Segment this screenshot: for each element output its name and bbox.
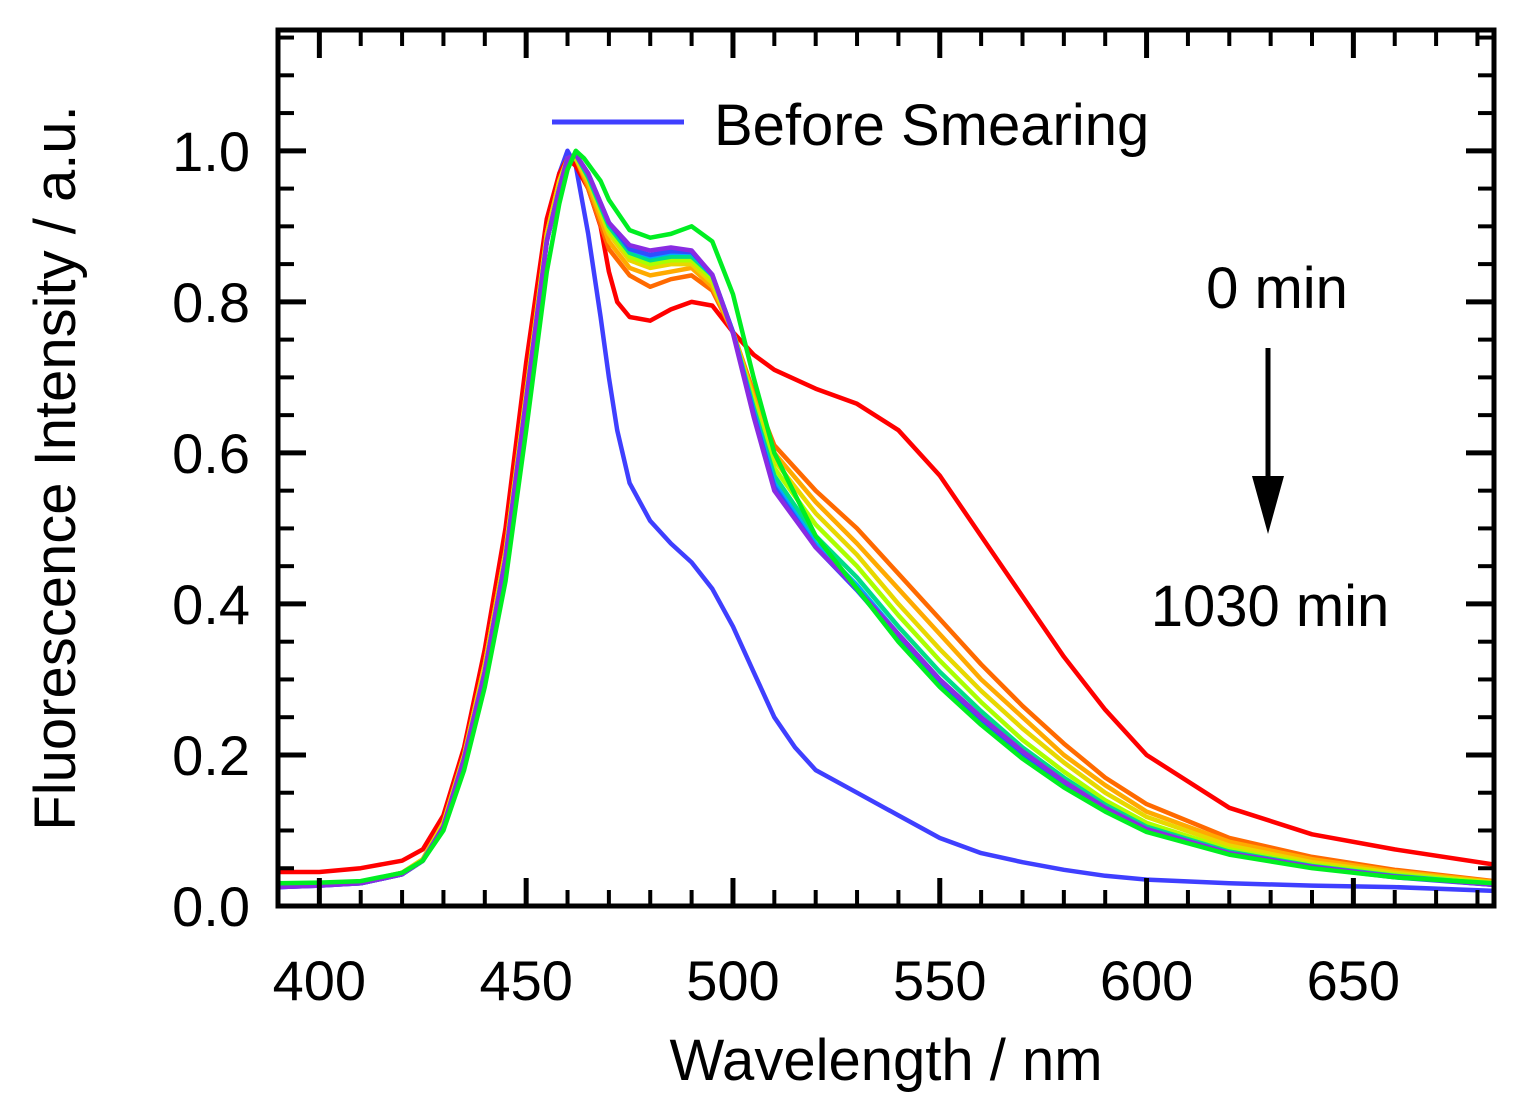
series-line-10 xyxy=(278,148,1494,886)
y-tick-label-4: 0.8 xyxy=(172,271,250,334)
end-time-label: 1030 min xyxy=(1151,574,1390,639)
y-tick-label-3: 0.6 xyxy=(172,422,250,485)
x-tick-label-400: 400 xyxy=(273,949,366,1012)
y-tick-label-0: 0.0 xyxy=(172,875,250,938)
tick-labels-layer: 400 450 500 550 600 650 0.0 0.2 0.4 0.6 0.8 1.0 xyxy=(172,120,1400,1012)
x-axis-title: Wavelength / nm xyxy=(669,1028,1102,1093)
y-tick-label-2: 0.4 xyxy=(172,573,250,636)
y-tick-label-1: 0.2 xyxy=(172,724,250,787)
time-arrow-head xyxy=(1252,476,1284,534)
series-line-9 xyxy=(278,152,1494,890)
x-tick-label-500: 500 xyxy=(686,949,779,1012)
ticks-layer xyxy=(276,30,1494,909)
x-tick-label-600: 600 xyxy=(1100,949,1193,1012)
y-tick-label-5: 1.0 xyxy=(172,120,250,183)
series-layer xyxy=(278,148,1494,894)
time-annotation: 0 min 1030 min xyxy=(1151,256,1390,639)
x-tick-label-550: 550 xyxy=(893,949,986,1012)
y-axis-title: Fluorescence Intensity / a.u. xyxy=(23,105,88,830)
x-tick-label-650: 650 xyxy=(1307,949,1400,1012)
legend: Before Smearing xyxy=(552,93,1149,158)
x-tick-label-450: 450 xyxy=(479,949,572,1012)
plot-frame xyxy=(275,27,1497,909)
legend-label: Before Smearing xyxy=(714,93,1149,158)
start-time-label: 0 min xyxy=(1206,256,1348,321)
